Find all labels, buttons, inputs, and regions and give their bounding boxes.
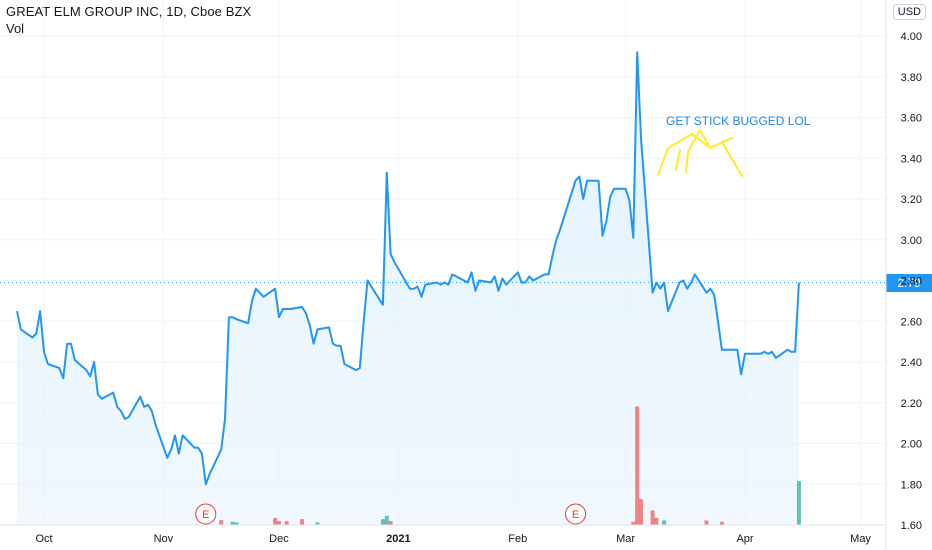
x-tick-label: Apr — [736, 533, 753, 545]
y-tick-label: 3.80 — [901, 72, 922, 84]
y-tick-label: 1.60 — [901, 520, 922, 532]
x-tick-label: Mar — [616, 533, 635, 545]
volume-bar — [284, 521, 289, 525]
annotation-stroke — [698, 128, 712, 150]
earnings-marker[interactable] — [195, 503, 217, 525]
earnings-marker-label: E — [202, 509, 209, 521]
volume-bar — [273, 517, 278, 525]
price-area — [17, 52, 799, 526]
y-tick-label: 3.20 — [901, 194, 922, 206]
volume-bar — [662, 520, 667, 525]
volume-bar — [704, 520, 709, 525]
annotation-stroke — [720, 140, 744, 178]
volume-bar — [388, 521, 393, 525]
annotation-stroke — [666, 132, 694, 150]
volume-bar — [650, 510, 655, 525]
x-tick-label: Oct — [35, 533, 52, 545]
volume-indicator-label[interactable]: Vol — [6, 21, 25, 36]
volume-bar — [639, 499, 644, 525]
volume-bar — [635, 406, 640, 525]
x-tick-label: May — [850, 533, 871, 545]
volume-bar — [300, 519, 305, 525]
volume-bar — [380, 519, 385, 525]
volume-bar — [631, 521, 636, 525]
annotation-stroke — [674, 148, 682, 172]
earnings-marker-label: E — [572, 509, 579, 521]
annotation-stroke — [720, 136, 734, 144]
x-tick-label: Dec — [269, 533, 289, 545]
volume-bar — [719, 521, 724, 525]
y-tick-label: 2.40 — [901, 357, 922, 369]
currency-button[interactable]: USD — [892, 4, 926, 20]
x-tick-label: Feb — [508, 533, 527, 545]
x-tick-label: 2021 — [386, 533, 410, 545]
volume-bar — [234, 522, 239, 525]
y-tick-label: 3.60 — [901, 113, 922, 125]
price-line — [16, 51, 800, 486]
annotation-text: GET STICK BUGGED LOL — [666, 114, 811, 128]
y-tick-label: 3.40 — [901, 153, 922, 165]
volume-bar — [276, 521, 281, 525]
x-tick-label: Nov — [154, 533, 174, 545]
annotation-stroke — [656, 146, 670, 177]
annotation-stroke — [684, 150, 690, 174]
y-tick-label: 2.20 — [901, 398, 922, 410]
volume-bar — [219, 520, 224, 525]
y-tick-label: 2.60 — [901, 316, 922, 328]
volume-bar — [230, 521, 235, 525]
y-tick-label: 3.00 — [901, 235, 922, 247]
volume-bar — [315, 522, 320, 525]
chart-title: GREAT ELM GROUP INC, 1D, Cboe BZX — [6, 4, 252, 19]
earnings-marker[interactable] — [565, 503, 587, 525]
annotation-stroke — [686, 128, 702, 154]
volume-bar — [796, 481, 801, 525]
y-tick-label: 1.80 — [901, 479, 922, 491]
volume-bar — [384, 515, 389, 525]
volume-bar — [654, 517, 659, 525]
last-price-badge: 2.79 — [886, 273, 932, 292]
y-tick-label: 2.80 — [901, 276, 922, 288]
y-tick-label: 4.00 — [901, 31, 922, 43]
y-tick-label: 2.00 — [901, 439, 922, 451]
